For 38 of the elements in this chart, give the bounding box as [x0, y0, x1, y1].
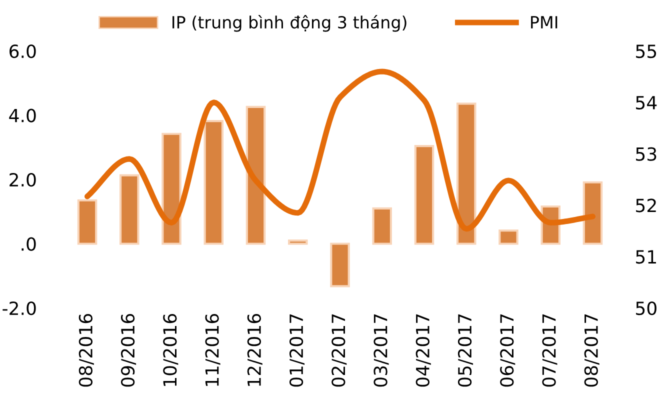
x-tick-label: 01/2017: [289, 314, 305, 387]
x-tick-label: 10/2016: [163, 314, 178, 386]
x-tick-label: 08/2017: [584, 314, 600, 387]
x-tick-label: 11/2016: [205, 314, 220, 386]
bar: [330, 242, 350, 288]
bar: [372, 207, 392, 245]
x-tick-label: 05/2017: [458, 314, 474, 387]
x-tick-label: 04/2017: [416, 314, 431, 387]
y2-tick-label: 54: [636, 96, 657, 110]
y2-tick-label: 53: [636, 147, 656, 161]
y2-tick-label: 51: [636, 250, 656, 264]
bar: [77, 199, 98, 245]
y-tick-label: 6.0: [10, 44, 36, 58]
y-tick-label: -2.0: [2, 301, 36, 316]
bar: [288, 239, 308, 245]
y2-tick-label: 52: [636, 198, 656, 212]
x-tick-label: 07/2017: [542, 314, 558, 387]
bar: [414, 145, 434, 245]
bar: [120, 174, 140, 245]
y2-tick-label: 50: [636, 301, 656, 316]
bar: [162, 132, 182, 245]
x-tick-label: 12/2016: [247, 314, 262, 386]
bar: [246, 106, 266, 245]
bar: [456, 102, 476, 245]
bar: [498, 230, 518, 245]
x-tick-label: 08/2016: [78, 314, 94, 387]
legend-label: PMI: [531, 16, 558, 28]
y-tick-label: 2.0: [10, 172, 36, 187]
bar: [204, 120, 224, 245]
y-tick-label: .0: [22, 237, 36, 251]
y2-tick-label: 55: [636, 44, 656, 58]
y-tick-label: 4.0: [9, 108, 36, 122]
x-tick-label: 06/2017: [500, 314, 516, 387]
legend-label: IP (trung bình động 3 tháng): [172, 15, 406, 32]
x-tick-label: 02/2017: [332, 314, 347, 387]
x-tick-label: 09/2016: [120, 314, 136, 387]
bar: [582, 181, 603, 245]
x-tick-label: 03/2017: [374, 314, 389, 387]
